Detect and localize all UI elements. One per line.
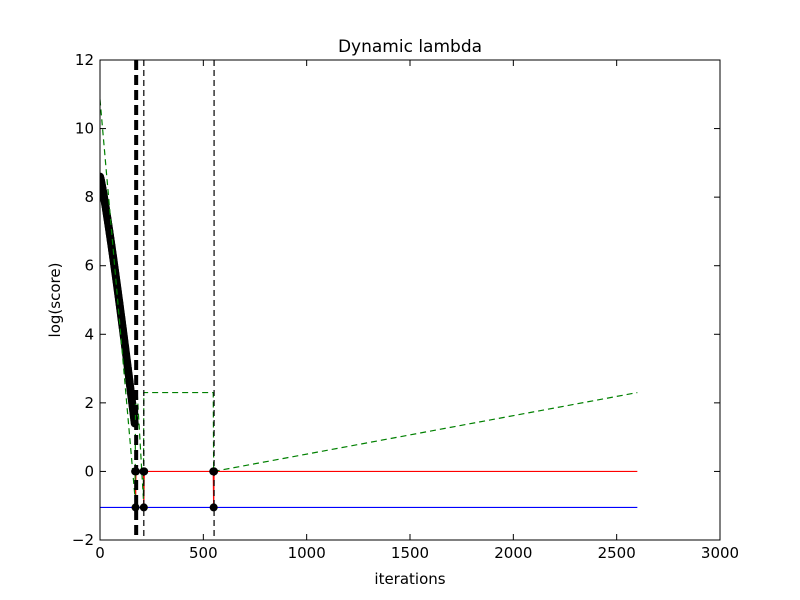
x-tick-label: 1500 bbox=[391, 544, 429, 562]
y-tick-label: 0 bbox=[84, 462, 94, 480]
y-axis-label: log(score) bbox=[46, 263, 64, 338]
y-tick-label: 12 bbox=[75, 51, 94, 69]
y-tick-label: 10 bbox=[75, 120, 94, 138]
plot-frame bbox=[99, 59, 721, 541]
x-axis-label: iterations bbox=[374, 570, 445, 588]
x-tick-label: 2500 bbox=[598, 544, 636, 562]
plot-area bbox=[100, 60, 720, 540]
series-point bbox=[131, 467, 140, 476]
y-tick-label: 8 bbox=[84, 188, 94, 206]
series-point bbox=[139, 503, 148, 512]
data-layer bbox=[100, 60, 638, 540]
x-tick-label: 1000 bbox=[288, 544, 326, 562]
x-tick-label: 500 bbox=[189, 544, 218, 562]
y-tick-label: 4 bbox=[84, 325, 94, 343]
x-tick-label: 2000 bbox=[494, 544, 532, 562]
y-tick-label: 6 bbox=[84, 257, 94, 275]
series-point bbox=[210, 467, 219, 476]
y-tick-label: −2 bbox=[72, 531, 94, 549]
series-point bbox=[209, 503, 218, 512]
plot-content bbox=[100, 60, 638, 540]
x-tick-label: 0 bbox=[95, 544, 105, 562]
x-tick-label: 3000 bbox=[701, 544, 739, 562]
y-tick-label: 2 bbox=[84, 394, 94, 412]
series-point bbox=[140, 467, 149, 476]
chart-title: Dynamic lambda bbox=[338, 37, 482, 57]
series-point bbox=[131, 503, 140, 512]
